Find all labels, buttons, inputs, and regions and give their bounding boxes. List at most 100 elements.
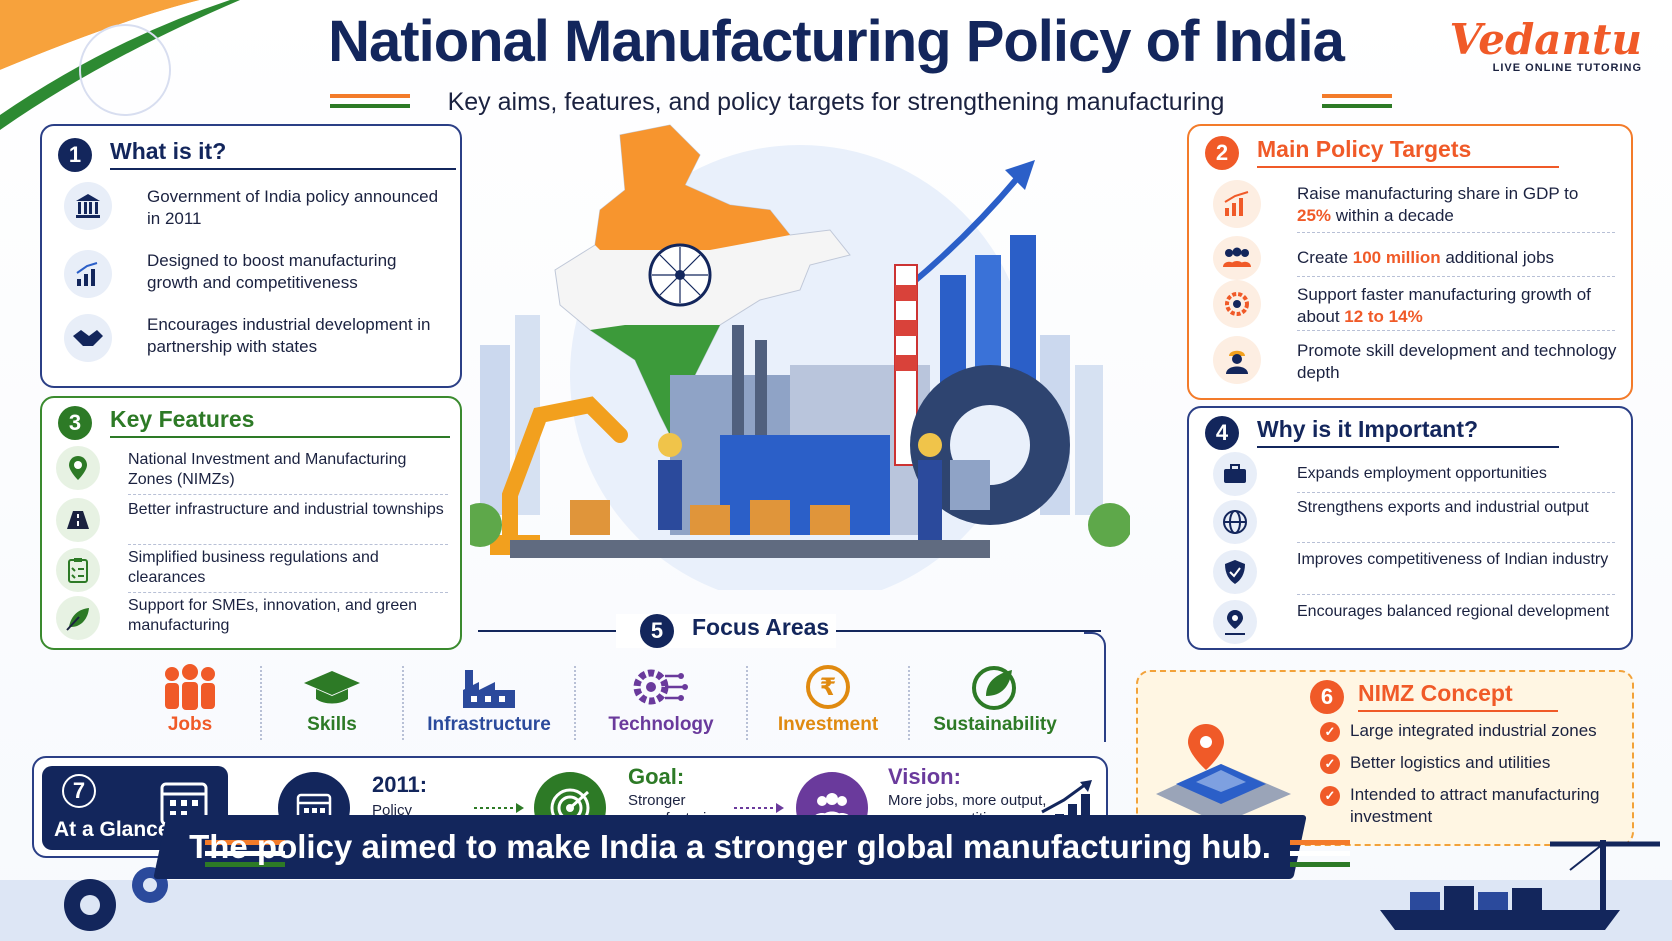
target-item-1: Raise manufacturing share in GDP to 25% … (1297, 184, 1579, 225)
location-pin-icon (56, 446, 100, 490)
banner-stripe-green (205, 862, 285, 867)
section-title: NIMZ Concept (1358, 680, 1513, 706)
shield-icon (1213, 550, 1257, 594)
focus-jobs: Jobs (120, 660, 260, 746)
bar-chart-icon (1213, 180, 1261, 228)
feature-item-3: Simplified business regulations and clea… (128, 549, 379, 586)
divider (746, 666, 748, 740)
people-icon (1213, 236, 1261, 280)
section-what-is-it: 1 What is it? Government of India policy… (40, 124, 462, 388)
glance-step-heading: Vision: (888, 764, 961, 789)
briefcase-icon (1213, 452, 1257, 496)
focus-areas-row: Jobs Skills Infrastructure Technology (120, 660, 1080, 746)
target-item-2: Create 100 million additional jobs (1297, 248, 1555, 267)
focus-label: Skills (307, 714, 357, 735)
subtitle-stripe-right (1322, 94, 1392, 98)
glance-title: At a Glance (54, 818, 170, 841)
section-number: 1 (58, 138, 92, 172)
section-number: 3 (58, 406, 92, 440)
section-number: 4 (1205, 416, 1239, 450)
check-icon: ✓ (1320, 722, 1340, 742)
divider (1297, 492, 1615, 493)
check-icon: ✓ (1320, 786, 1340, 806)
subtitle-stripe-left (330, 94, 410, 98)
handshake-icon (64, 314, 112, 362)
focus-skills: Skills (262, 660, 402, 746)
focus-areas-title: Focus Areas (692, 614, 830, 640)
jobs-icon (120, 660, 260, 714)
focus-sustainability: Sustainability (910, 660, 1080, 746)
section-why-important: 4 Why is it Important? Expands employmen… (1187, 406, 1633, 650)
focus-label: Technology (608, 714, 714, 735)
port-ship-decoration-icon (1380, 840, 1660, 930)
section-key-features: 3 Key Features National Investment and M… (40, 396, 462, 650)
focus-label: Investment (777, 714, 879, 735)
rupee-icon: ₹ (748, 660, 908, 714)
glance-step-heading: 2011: (372, 772, 428, 797)
government-building-icon (64, 182, 112, 230)
divider (1297, 276, 1615, 277)
section-title: Main Policy Targets (1257, 136, 1472, 162)
section-policy-targets: 2 Main Policy Targets Raise manufacturin… (1187, 124, 1633, 400)
vedantu-logo: Vedantu LIVE ONLINE TUTORING (1449, 15, 1642, 75)
svg-text:₹: ₹ (820, 673, 837, 701)
circuit-gear-icon (576, 660, 746, 714)
divider (1297, 232, 1615, 233)
divider (128, 592, 448, 593)
logo-name: Vedantu (1449, 15, 1642, 64)
feature-item-4: Support for SMEs, innovation, and green … (128, 597, 418, 634)
focus-frame (1084, 632, 1106, 742)
nimz-item-1: Large integrated industrial zones (1350, 721, 1597, 740)
clipboard-icon (56, 548, 100, 592)
focus-technology: Technology (576, 660, 746, 746)
growth-chart-icon (64, 250, 112, 298)
worker-icon (1213, 336, 1261, 384)
page-subtitle: Key aims, features, and policy targets f… (447, 88, 1225, 116)
section-title: Key Features (110, 406, 255, 432)
divider (908, 666, 910, 740)
target-item-3: Support faster manufacturing growth of a… (1297, 285, 1591, 326)
what-item-3: Encourages industrial development in par… (147, 315, 431, 356)
divider (1297, 542, 1615, 543)
gears-decoration-icon (64, 867, 168, 931)
section-title: Why is it Important? (1257, 416, 1479, 442)
nimz-item-2: Better logistics and utilities (1350, 753, 1551, 772)
globe-icon (1213, 500, 1257, 544)
flag-swoosh-decoration (0, 0, 240, 130)
banner-stripe-saffron (205, 840, 285, 845)
section-number: 6 (1310, 680, 1344, 714)
divider (128, 544, 448, 545)
nimz-item-3: Intended to attract manufacturing invest… (1350, 785, 1600, 826)
calendar-grid-icon (158, 776, 210, 833)
feature-item-2: Better infrastructure and industrial tow… (128, 501, 444, 518)
check-icon: ✓ (1320, 754, 1340, 774)
title-underline (1257, 446, 1559, 448)
title-underline (1358, 710, 1558, 712)
section-nimz: 6 NIMZ Concept ✓ Large integrated indust… (1136, 670, 1634, 846)
road-icon (56, 498, 100, 542)
glance-step-heading: Goal: (628, 764, 685, 789)
focus-label: Sustainability (933, 714, 1057, 735)
divider (574, 666, 576, 740)
section-number: 2 (1205, 136, 1239, 170)
divider (1297, 594, 1615, 595)
footer-banner: The policy aimed to make India a stronge… (189, 828, 1271, 865)
gear-speed-icon (1213, 280, 1261, 328)
section-number: 7 (62, 774, 96, 808)
factory-icon (404, 660, 574, 714)
title-underline (1257, 166, 1559, 168)
why-item-2: Strengthens exports and industrial outpu… (1297, 499, 1589, 516)
focus-label: Infrastructure (427, 714, 551, 735)
divider (260, 666, 262, 740)
banner-stripe-green-right (1290, 862, 1350, 867)
banner-stripe-saffron-right (1290, 840, 1350, 845)
focus-investment: ₹ Investment (748, 660, 908, 746)
page-title: National Manufacturing Policy of India (328, 9, 1345, 74)
graduation-cap-icon (262, 660, 402, 714)
why-item-1: Expands employment opportunities (1297, 465, 1547, 482)
what-item-1: Government of India policy announced in … (147, 187, 439, 228)
title-underline (110, 168, 456, 170)
logo-tagline: LIVE ONLINE TUTORING (1492, 62, 1642, 74)
leaf-icon (56, 596, 100, 640)
